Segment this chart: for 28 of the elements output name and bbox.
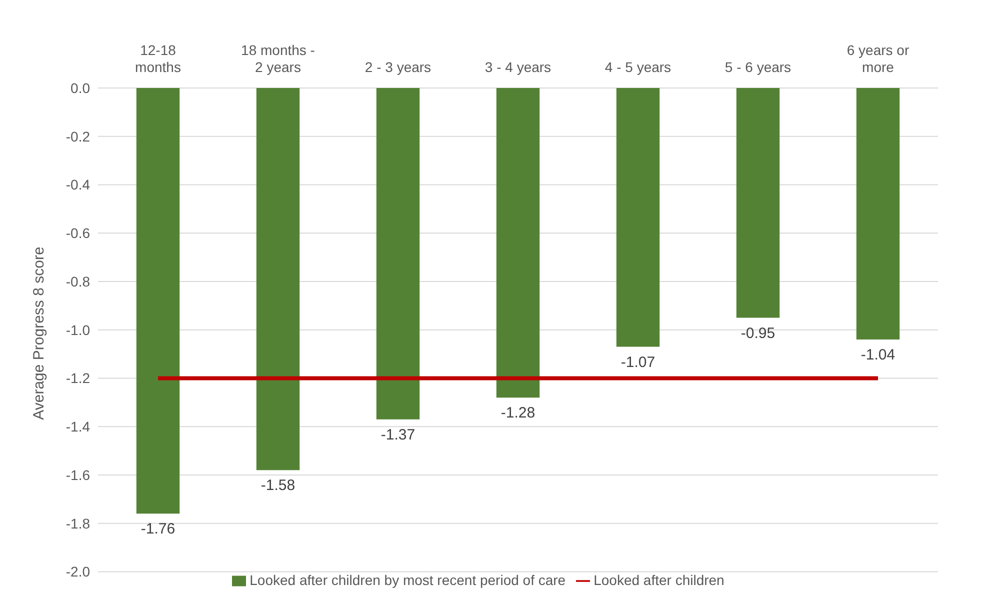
y-tick-label: 0.0 <box>70 80 90 96</box>
data-label: -1.04 <box>860 346 896 364</box>
y-tick-label: -1.6 <box>66 466 90 483</box>
y-tick-label: -0.4 <box>66 176 90 193</box>
y-tick-label: -1.8 <box>66 515 90 532</box>
y-tick-label: -2.0 <box>66 564 90 580</box>
y-tick-label: -0.8 <box>66 273 90 290</box>
x-tick-label: 6 years or more <box>846 42 910 75</box>
legend-label: Looked after children <box>594 572 724 588</box>
data-label: -1.28 <box>500 404 536 422</box>
y-tick-label: -1.0 <box>66 322 90 338</box>
x-tick-label: 4 - 5 years <box>604 59 672 75</box>
data-label: -1.07 <box>620 354 656 371</box>
y-tick-label: -0.6 <box>66 225 90 242</box>
x-tick-label: 18 months - 2 years <box>241 42 316 75</box>
x-tick-label: 12-18 months <box>135 42 181 75</box>
y-axis-title: Average Progress 8 score <box>30 246 48 420</box>
y-tick-label: -1.2 <box>66 370 90 386</box>
data-label: -1.37 <box>380 426 416 444</box>
y-tick-label: -0.2 <box>66 128 90 144</box>
data-label: -1.76 <box>140 520 176 538</box>
legend-label: Looked after children by most recent period of care <box>250 572 566 588</box>
x-tick-label: 2 - 3 years <box>364 59 432 75</box>
x-tick-label: 3 - 4 years <box>484 59 552 75</box>
data-label: -1.58 <box>260 477 296 494</box>
x-tick-label: 5 - 6 years <box>724 59 792 75</box>
data-label: -0.95 <box>740 324 776 342</box>
y-tick-label: -1.4 <box>66 418 90 435</box>
